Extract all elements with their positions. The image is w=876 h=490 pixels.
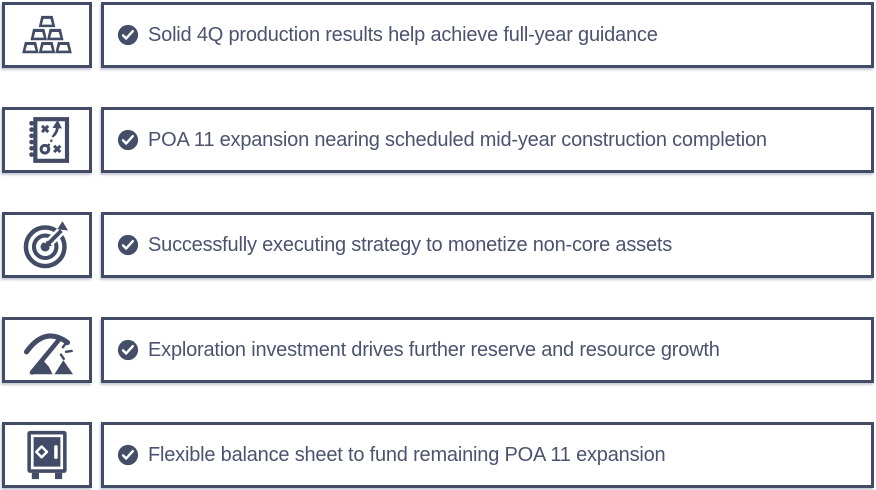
check-circle <box>117 444 139 466</box>
check-circle <box>117 234 139 256</box>
text-box: POA 11 expansion nearing scheduled mid-y… <box>101 107 874 173</box>
check-circle-icon <box>117 129 139 151</box>
icon-box <box>2 317 92 383</box>
check-circle <box>117 339 139 361</box>
gold-bars-icon <box>22 15 72 54</box>
icon-box <box>2 107 92 173</box>
check-circle <box>117 129 139 151</box>
check-circle-icon <box>117 444 139 466</box>
text-box: Flexible balance sheet to fund remaining… <box>101 422 874 488</box>
highlight-row: Successfully executing strategy to monet… <box>2 212 874 278</box>
icon-box <box>2 212 92 278</box>
highlight-text: Successfully executing strategy to monet… <box>148 233 673 256</box>
icon-box <box>2 2 92 68</box>
check-circle <box>117 24 139 46</box>
text-box: Solid 4Q production results help achieve… <box>101 2 874 68</box>
highlight-text: POA 11 expansion nearing scheduled mid-y… <box>148 128 767 151</box>
pickaxe-mining-icon <box>23 333 74 375</box>
check-circle-icon <box>117 24 139 46</box>
text-box: Successfully executing strategy to monet… <box>101 212 874 278</box>
check-circle-icon <box>117 339 139 361</box>
safe-vault-icon <box>27 430 67 480</box>
highlight-row: Flexible balance sheet to fund remaining… <box>2 422 874 488</box>
target-arrow-icon <box>23 219 73 269</box>
text-box: Exploration investment drives further re… <box>101 317 874 383</box>
highlight-text: Exploration investment drives further re… <box>148 338 720 361</box>
icon-box <box>2 422 92 488</box>
highlight-row: Solid 4Q production results help achieve… <box>2 2 874 68</box>
check-circle-icon <box>117 234 139 256</box>
highlight-text: Solid 4Q production results help achieve… <box>148 23 658 46</box>
highlight-text: Flexible balance sheet to fund remaining… <box>148 443 666 466</box>
strategy-playbook-icon <box>29 117 70 163</box>
highlight-row: POA 11 expansion nearing scheduled mid-y… <box>2 107 874 173</box>
highlight-row: Exploration investment drives further re… <box>2 317 874 383</box>
